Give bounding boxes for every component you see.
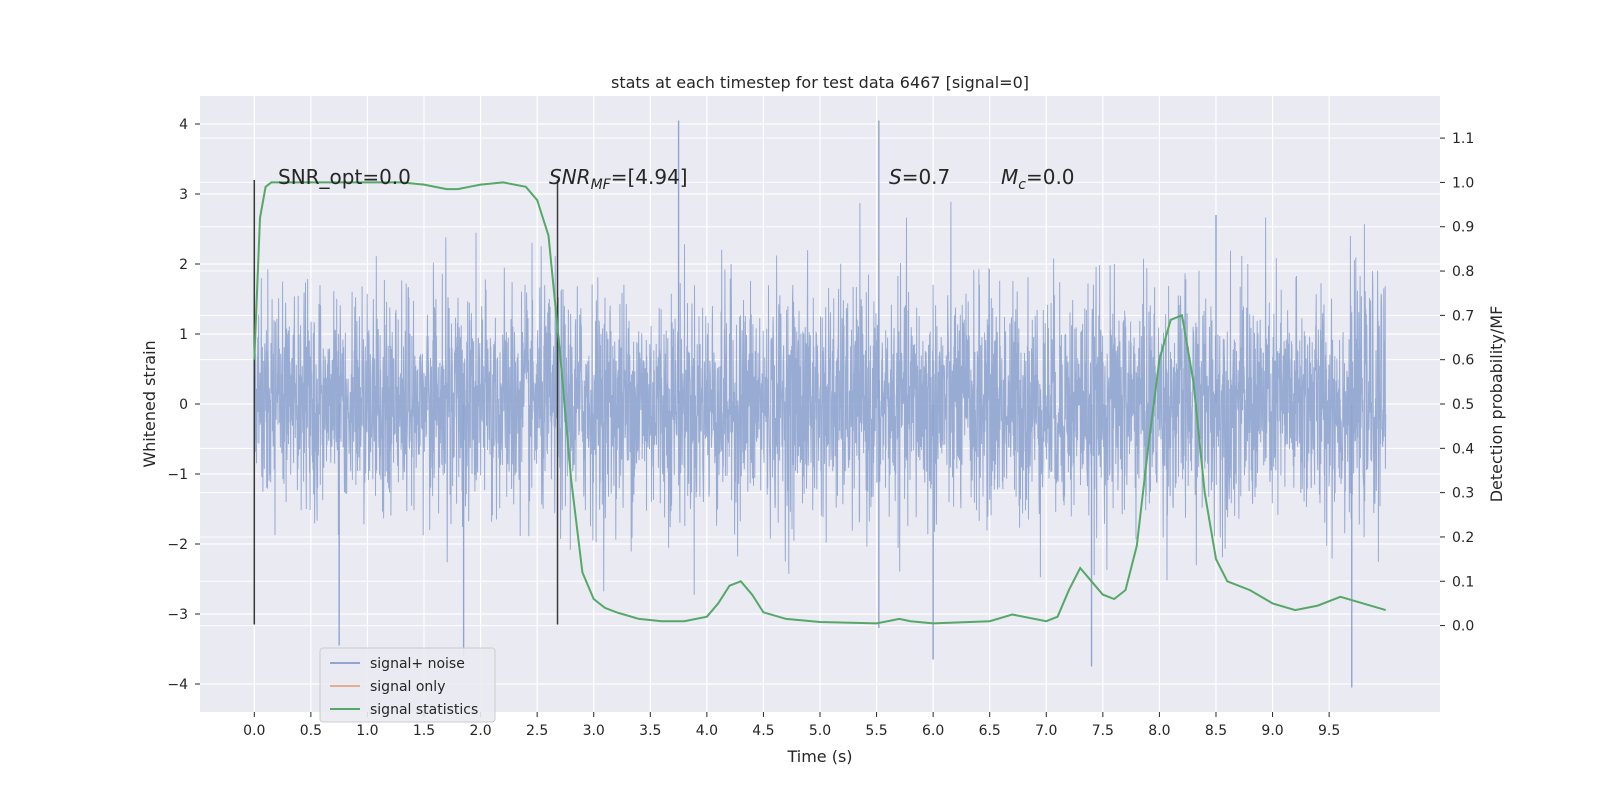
x-axis-label: Time (s) <box>786 747 852 766</box>
x-tick-label: 5.0 <box>809 723 831 739</box>
x-tick-label: 1.5 <box>413 723 435 739</box>
y-tick-label: 1 <box>179 327 188 343</box>
y-tick-label: 0 <box>179 397 188 413</box>
chart-title: stats at each timestep for test data 646… <box>611 73 1029 92</box>
y2-tick-label: 1.1 <box>1452 131 1474 147</box>
y2-axis-label: Detection probability/MF <box>1487 306 1506 503</box>
annotation-s-value: =0.7 <box>902 165 951 189</box>
x-tick-label: 2.5 <box>526 723 548 739</box>
x-tick-label: 8.5 <box>1205 723 1227 739</box>
y2-axis-ticks: 1.1 1.0 0.9 0.8 0.7 0.6 0.5 0.4 0.3 0.2 0.1 0.0 <box>1440 131 1474 635</box>
x-tick-label: 0.5 <box>300 723 322 739</box>
y2-tick-label: 0.5 <box>1452 397 1474 413</box>
y2-tick-label: 0.6 <box>1452 353 1474 369</box>
signal-statistics-line <box>253 181 1386 625</box>
annotation-mc: Mc=0.0 <box>1001 165 1075 193</box>
legend: signal+ noise signal only signal statist… <box>319 647 496 723</box>
y-tick-label: 4 <box>179 117 188 133</box>
y2-tick-label: 0.7 <box>1452 308 1474 324</box>
signal-noise-line <box>253 201 1387 595</box>
annotation-snr-mf-label: SNR <box>549 165 591 189</box>
annotation-mc-sub: c <box>1018 177 1026 193</box>
series-signal-statistics <box>253 181 1386 625</box>
x-tick-label: 8.0 <box>1148 723 1170 739</box>
annotation-s: S=0.7 <box>889 165 950 189</box>
legend-label-signal-statistics: signal statistics <box>370 702 478 718</box>
y-tick-label: 3 <box>179 187 188 203</box>
x-tick-label: 3.5 <box>639 723 661 739</box>
y-tick-label: 2 <box>179 257 188 273</box>
y2-tick-label: 0.3 <box>1452 486 1474 502</box>
annotation-snr-mf: SNRMF=[4.94] <box>549 165 688 193</box>
annotation-snr-mf-sub: MF <box>591 177 612 193</box>
legend-label-signal-only: signal only <box>370 679 445 695</box>
x-tick-label: 3.0 <box>583 723 605 739</box>
x-tick-label: 6.5 <box>979 723 1001 739</box>
x-tick-label: 4.5 <box>752 723 774 739</box>
y-tick-label: −3 <box>167 607 188 623</box>
annotation-mc-value: =0.0 <box>1026 165 1075 189</box>
y-tick-label: −4 <box>167 677 188 693</box>
y2-tick-label: 1.0 <box>1452 175 1474 191</box>
x-tick-label: 7.5 <box>1092 723 1114 739</box>
annotation-snr-mf-value: =[4.94] <box>611 165 688 189</box>
annotation-snr-opt: SNR_opt=0.0 <box>278 165 411 189</box>
x-tick-label: 6.0 <box>922 723 944 739</box>
legend-label-signal-noise: signal+ noise <box>370 656 465 672</box>
vertical-markers <box>253 180 559 625</box>
x-tick-label: 7.0 <box>1035 723 1057 739</box>
y2-tick-label: 0.1 <box>1452 574 1474 590</box>
x-tick-label: 0.0 <box>243 723 265 739</box>
x-tick-label: 1.0 <box>356 723 378 739</box>
legend-box <box>319 647 496 723</box>
x-tick-label: 5.5 <box>865 723 887 739</box>
x-tick-label: 9.0 <box>1261 723 1283 739</box>
x-tick-label: 9.5 <box>1318 723 1340 739</box>
y2-tick-label: 0.8 <box>1452 264 1474 280</box>
y-tick-label: −1 <box>167 467 188 483</box>
x-tick-label: 2.0 <box>469 723 491 739</box>
y-axis-label: Whitened strain <box>140 340 159 467</box>
x-tick-label: 4.0 <box>696 723 718 739</box>
y2-tick-label: 0.0 <box>1452 619 1474 635</box>
y2-tick-label: 0.4 <box>1452 441 1474 457</box>
annotation-s-label: S <box>889 165 902 189</box>
annotation-mc-label: M <box>1001 165 1018 189</box>
y2-tick-label: 0.2 <box>1452 530 1474 546</box>
y-tick-label: −2 <box>167 537 188 553</box>
y2-tick-label: 0.9 <box>1452 220 1474 236</box>
x-axis-ticks: 0.0 0.5 1.0 1.5 2.0 2.5 3.0 3.5 4.0 4.5 5.0 5.5 6.0 6… <box>243 712 1340 739</box>
y-axis-ticks: 4 3 2 1 0 −1 −2 −3 −4 <box>167 117 200 693</box>
